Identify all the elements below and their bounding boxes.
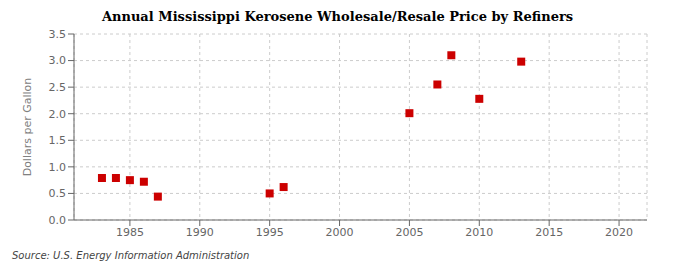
- svg-text:2020: 2020: [605, 226, 633, 239]
- svg-text:1990: 1990: [186, 226, 214, 239]
- svg-text:2.0: 2.0: [49, 108, 67, 121]
- svg-text:2.5: 2.5: [49, 81, 67, 94]
- svg-text:1.0: 1.0: [49, 161, 67, 174]
- svg-text:1995: 1995: [256, 226, 284, 239]
- svg-text:2010: 2010: [465, 226, 493, 239]
- svg-text:2005: 2005: [395, 226, 423, 239]
- svg-text:2015: 2015: [535, 226, 563, 239]
- svg-text:2000: 2000: [326, 226, 354, 239]
- svg-text:Dollars per Gallon: Dollars per Gallon: [21, 78, 34, 177]
- svg-text:0.5: 0.5: [49, 187, 67, 200]
- html-text:Source: U.S. Energy Informatio: Source: U.S. Energy Information Administ…: [12, 250, 250, 261]
- svg-text:0.0: 0.0: [49, 214, 67, 227]
- svg-text:3.0: 3.0: [49, 54, 67, 67]
- svg-text:1.5: 1.5: [49, 134, 67, 147]
- svg-text:3.5: 3.5: [49, 28, 67, 41]
- svg-text:1985: 1985: [116, 226, 144, 239]
- html-text:Annual Mississippi Kerosene Wh: Annual Mississippi Kerosene Wholesale/Re…: [101, 9, 574, 24]
